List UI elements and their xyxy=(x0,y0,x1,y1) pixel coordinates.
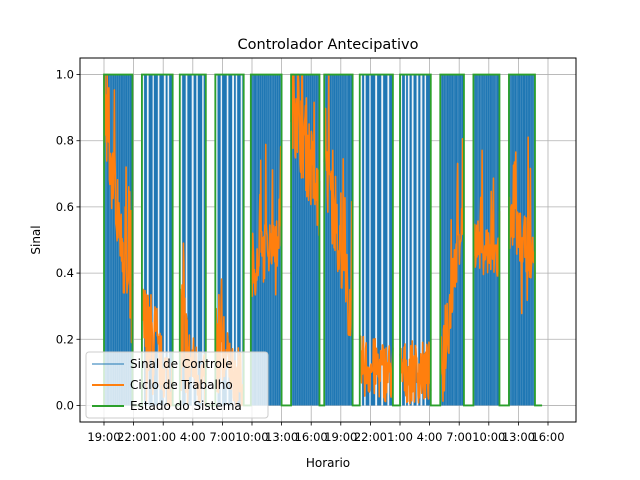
x-tick-label: 4:00 xyxy=(417,430,443,444)
x-tick-label: 1:00 xyxy=(150,430,176,444)
duty-cycle-line xyxy=(358,335,394,403)
x-tick-label: 13:00 xyxy=(265,430,298,444)
legend-label-system-state: Estado do Sistema xyxy=(130,399,242,413)
x-tick-label: 7:00 xyxy=(209,430,235,444)
duty-cycle-line xyxy=(323,73,354,337)
duty-cycle-line xyxy=(103,73,134,344)
y-tick-label: 1.0 xyxy=(56,68,74,82)
x-tick-label: 10:00 xyxy=(472,430,505,444)
x-tick-label: 1:00 xyxy=(387,430,413,444)
series-control-signal xyxy=(104,74,535,406)
x-tick-label: 7:00 xyxy=(446,430,472,444)
y-tick-label: 0.8 xyxy=(56,134,74,148)
x-tick-label: 19:00 xyxy=(87,430,120,444)
duty-cycle-line xyxy=(472,149,501,278)
x-tick-label: 19:00 xyxy=(324,430,357,444)
legend-label-duty-cycle: Ciclo de Trabalho xyxy=(130,378,233,392)
duty-cycle-line xyxy=(399,340,432,405)
x-axis-label: Horario xyxy=(306,456,350,470)
plot-area xyxy=(103,73,543,407)
duty-cycle-line xyxy=(250,143,283,298)
duty-cycle-line xyxy=(508,136,536,315)
duty-cycle-line xyxy=(290,73,321,237)
x-tick-label: 16:00 xyxy=(295,430,328,444)
axes-frame xyxy=(79,57,577,423)
legend-label-control-signal: Sinal de Controle xyxy=(130,357,233,371)
x-tick-label: 10:00 xyxy=(235,430,268,444)
x-tick-label: 13:00 xyxy=(502,430,535,444)
y-tick-label: 0.0 xyxy=(56,398,74,412)
y-tick-label: 0.4 xyxy=(56,266,74,280)
y-tick-label: 0.6 xyxy=(56,200,74,214)
chart-title: Controlador Antecipativo xyxy=(238,37,419,53)
x-tick-label: 16:00 xyxy=(531,430,564,444)
x-tick-label: 4:00 xyxy=(180,430,206,444)
x-tick-label: 22:00 xyxy=(354,430,387,444)
y-axis-label: Sinal xyxy=(29,225,43,254)
y-tick-label: 0.2 xyxy=(56,332,74,346)
legend: Sinal de Controle Ciclo de Trabalho Esta… xyxy=(85,351,269,419)
legend-box xyxy=(85,351,269,419)
x-tick-label: 22:00 xyxy=(117,430,150,444)
duty-cycle-line xyxy=(439,138,465,402)
